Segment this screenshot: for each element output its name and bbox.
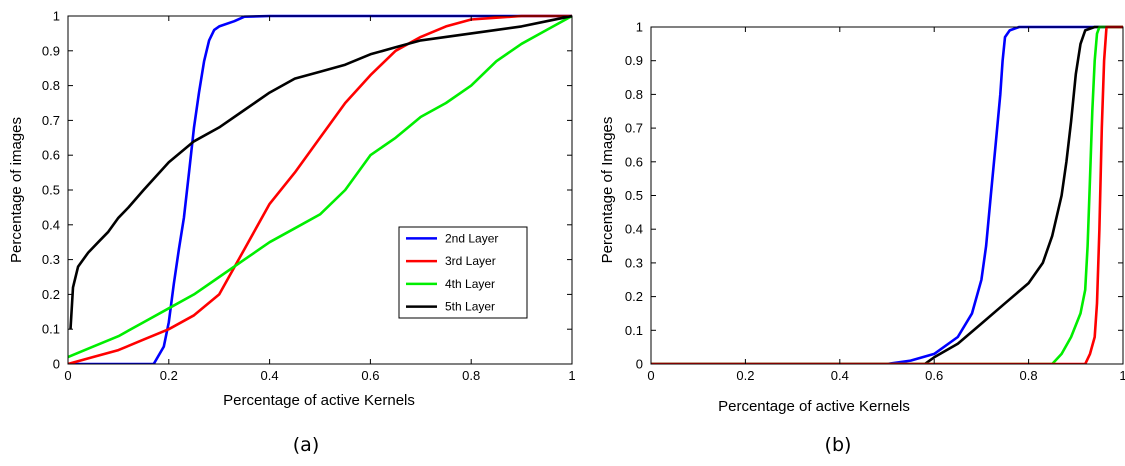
y-tick-label: 0 (53, 357, 60, 372)
series-line-2 (651, 25, 1123, 364)
y-axis-label-b: Percentage of Images (599, 117, 616, 264)
x-tick-label: 0 (647, 368, 654, 383)
axes-frame (650, 26, 1124, 365)
panel-caption-b: (b) (825, 434, 852, 456)
x-tick-label: 0 (64, 368, 71, 383)
y-axis-label-a: Percentage of images (8, 117, 25, 263)
series-line-1 (651, 25, 1123, 364)
y-tick-label: 0.1 (42, 322, 60, 337)
x-tick-label: 0.6 (925, 368, 943, 383)
y-tick-label: 0.6 (625, 154, 643, 169)
x-tick-label: 0.6 (361, 368, 379, 383)
y-tick-label: 1 (53, 9, 60, 24)
y-tick-label: 1 (636, 20, 643, 35)
series-line-2nd-layer (68, 14, 572, 364)
x-tick-label: 0.2 (736, 368, 754, 383)
legend-label: 5th Layer (445, 300, 495, 314)
y-tick-label: 0.9 (42, 43, 60, 58)
series-line-3 (651, 25, 1123, 364)
x-tick-label: 1 (568, 368, 575, 383)
legend: 2nd Layer 3rd Layer 4th Layer 5th Layer (398, 226, 528, 319)
y-tick-label: 0.4 (625, 222, 643, 237)
series-line-3rd-layer (68, 14, 572, 364)
x-tick-label: 0.8 (462, 368, 480, 383)
chart-panel-a: Percentage of active Kernels Percentage … (8, 9, 576, 457)
y-tick-label: 0.4 (42, 217, 60, 232)
panel-caption-a: (a) (293, 434, 319, 456)
y-tick-label: 0.1 (625, 323, 643, 338)
y-tick-label: 0.5 (625, 188, 643, 203)
y-tick-label: 0.3 (625, 255, 643, 270)
y-tick-label: 0.9 (625, 53, 643, 68)
y-tick-label: 0.5 (42, 183, 60, 198)
y-tick-label: 0.6 (42, 148, 60, 163)
y-tick-label: 0.7 (42, 113, 60, 128)
y-tick-label: 0 (636, 357, 643, 372)
x-tick-label: 0.2 (160, 368, 178, 383)
x-axis-label-a: Percentage of active Kernels (223, 392, 415, 409)
x-axis-label-b: Percentage of active Kernels (718, 398, 910, 415)
legend-label: 3rd Layer (445, 254, 496, 268)
legend-box (398, 226, 528, 319)
series-line-4th-layer (68, 14, 572, 359)
legend-label: 2nd Layer (445, 231, 498, 245)
y-tick-label: 0.8 (625, 87, 643, 102)
y-tick-label: 0.2 (42, 287, 60, 302)
y-tick-label: 0.8 (42, 78, 60, 93)
x-tick-label: 1 (1119, 368, 1125, 383)
y-tick-label: 0.3 (42, 252, 60, 267)
x-tick-label: 0.4 (831, 368, 849, 383)
series-line-5th-layer (69, 14, 572, 330)
y-tick-label: 0.7 (625, 121, 643, 136)
x-tick-label: 0.8 (1020, 368, 1038, 383)
y-tick-label: 0.2 (625, 289, 643, 304)
series-line-0 (651, 25, 1123, 364)
legend-label: 4th Layer (445, 277, 495, 291)
x-tick-label: 0.4 (261, 368, 279, 383)
chart-panel-b: Percentage of active Kernels Percentage … (599, 20, 1125, 457)
